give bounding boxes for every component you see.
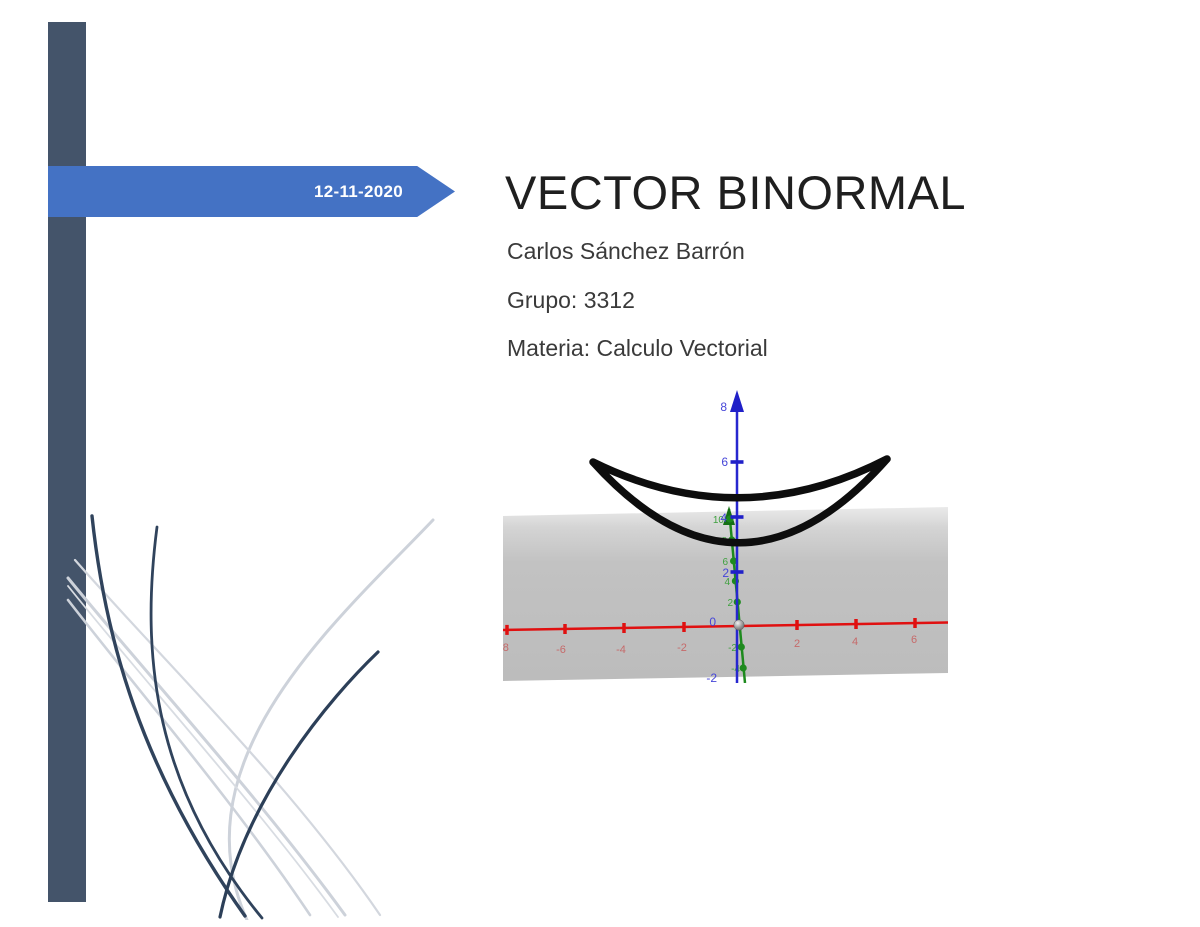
tick-label: 0 xyxy=(709,615,716,629)
tick-label: -2 xyxy=(728,643,737,654)
tick-label: 6 xyxy=(911,634,917,646)
tick-label: 2 xyxy=(794,638,800,650)
tick-label: -8 xyxy=(503,642,509,654)
tick-label: 10 xyxy=(713,515,725,526)
tick-label: -4 xyxy=(616,644,626,656)
figure-3d-plot: -8 -6 -4 -2 2 4 6 10 xyxy=(503,385,948,683)
tick-label: 4 xyxy=(724,577,730,588)
tick-label: -2 xyxy=(706,671,717,683)
binormal-curve xyxy=(589,455,891,547)
tick-label: 2 xyxy=(722,566,729,580)
date-banner: 12-11-2020 xyxy=(48,166,455,217)
decorative-swirls xyxy=(60,498,462,920)
date-text: 12-11-2020 xyxy=(313,181,403,201)
tick-label: 4 xyxy=(720,511,727,525)
group-line: Grupo: 3312 xyxy=(507,287,635,313)
tick-label: -2 xyxy=(677,642,687,654)
plot-canvas: -8 -6 -4 -2 2 4 6 10 xyxy=(503,390,948,683)
tick-label: -6 xyxy=(556,644,566,656)
xy-plane xyxy=(503,507,948,681)
subject-line: Materia: Calculo Vectorial xyxy=(507,335,768,361)
tick-label: 4 xyxy=(852,636,858,648)
tick-label: 6 xyxy=(722,557,728,568)
z-axis-arrow xyxy=(730,390,744,412)
origin-sphere xyxy=(733,619,745,631)
x-axis-labels: -8 -6 -4 -2 2 4 6 xyxy=(503,634,917,656)
tick-label: 2 xyxy=(727,598,733,609)
author-line: Carlos Sánchez Barrón xyxy=(507,238,745,264)
swirl-canvas xyxy=(66,514,435,920)
page-title: VECTOR BINORMAL xyxy=(505,166,967,219)
x-axis xyxy=(503,618,948,635)
tick-label: 8 xyxy=(720,400,727,414)
tick-label: 6 xyxy=(721,455,728,469)
z-axis-labels: 8 6 4 2 0 -2 xyxy=(706,400,729,683)
